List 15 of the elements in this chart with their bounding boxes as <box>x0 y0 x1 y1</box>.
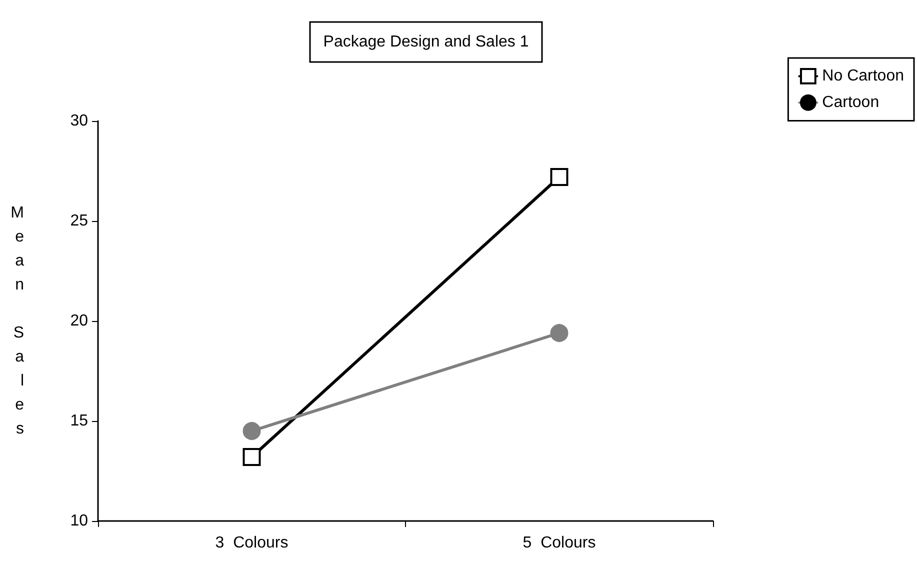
legend-label: Cartoon <box>822 94 880 112</box>
x-tick-label: 5 Colours <box>522 534 596 552</box>
text: Mean Sales <box>10 204 24 438</box>
y-tick-label: 25 <box>70 212 88 230</box>
legend-label: No Cartoon <box>822 68 904 85</box>
point <box>242 448 261 466</box>
chart-title: Package Design and Sales 1 <box>323 34 529 50</box>
point <box>242 422 261 440</box>
point <box>550 324 568 342</box>
y-tick-label: 30 <box>70 112 88 130</box>
y-tick-label: 20 <box>70 312 88 330</box>
point <box>550 168 568 186</box>
y-tick-label: 15 <box>70 412 88 430</box>
x-tick-label: 3 Colours <box>215 534 288 552</box>
y-tick-label: 10 <box>70 512 88 530</box>
